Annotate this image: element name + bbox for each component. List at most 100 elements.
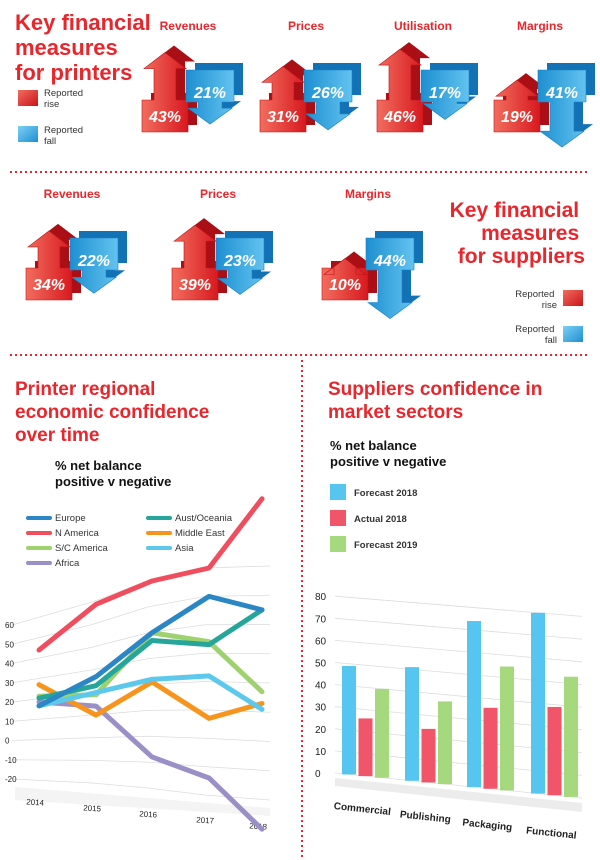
bar-chart-y-tick: 0 (315, 769, 321, 780)
bar-chart-y-tick: 80 (315, 592, 327, 603)
svg-text:Key financial measures: Key financial measures for suppliers (450, 199, 585, 268)
rise-arrow (493, 73, 549, 133)
bar-chart-y-tick: 70 (315, 614, 327, 625)
line-chart-subtitle-line-2: positive v negative (55, 474, 171, 489)
bar-legend-label: Forecast 2018 (354, 488, 417, 499)
rise-arrow (171, 218, 227, 301)
line-legend-label: N America (55, 528, 100, 539)
line-chart-y-tick: 40 (5, 660, 14, 669)
line-chart-y-tick: 60 (5, 621, 14, 630)
line-chart-y-tick: 20 (5, 698, 14, 707)
bar-chart-title-line-2: market sectors (328, 402, 463, 423)
rise-arrow (25, 223, 81, 301)
bar-functional-actual-2018 (547, 706, 562, 796)
measure-label: Revenues (160, 19, 217, 33)
printers-title-line-3: for printers (15, 60, 132, 85)
fall-arrow-face (69, 237, 119, 294)
measure-utilisation: Utilisation 46% 17% (376, 19, 478, 133)
bar-category-label: Functional (526, 825, 578, 841)
rise-value: 34% (33, 277, 65, 294)
measure-label: Prices (200, 187, 236, 201)
fall-value: 44% (373, 253, 406, 270)
rise-arrow (321, 251, 377, 301)
line-legend-item: Europe (26, 513, 86, 524)
bar-legend-label: Actual 2018 (354, 514, 407, 525)
fall-arrow (365, 231, 423, 319)
line-legend-item: S/C America (26, 543, 109, 554)
measure-label: Margins (517, 19, 563, 33)
line-legend-item: Aust/Oceania (146, 513, 233, 524)
printers-section: Key financial measures for printers Repo… (15, 10, 595, 148)
measure-revenues: Revenues 43% 21% (141, 19, 243, 133)
svg-text:% net balance positive v: % net balance positive v negative (55, 458, 171, 489)
line-chart-y-tick: 10 (5, 717, 14, 726)
bar-legend-item: Forecast 2019 (330, 536, 417, 552)
printers-legend-rise: Reported rise (44, 88, 86, 110)
rise-arrow-face (376, 48, 424, 133)
bar-chart-title-line-1: Suppliers confidence in (328, 379, 542, 400)
rise-value: 10% (329, 277, 361, 294)
line-legend-label: Asia (175, 543, 194, 554)
line-chart-x-tick: 2017 (196, 815, 215, 825)
fall-arrow (185, 63, 243, 125)
suppliers-section: Revenues34%22%Prices39%23%Margins10%44% … (25, 187, 585, 346)
fall-value: 26% (311, 85, 344, 102)
rise-arrow-face (141, 52, 189, 133)
printers-title-line-2: measures (15, 35, 118, 60)
measure-margins: Margins 19% 41% (493, 19, 595, 148)
rise-value: 31% (267, 109, 299, 126)
legend-fall-swatch (18, 126, 38, 142)
line-chart-gridline (11, 565, 271, 626)
line-chart-y-tick: 30 (5, 679, 14, 688)
line-chart-legend: Europe N America S/C America Africa Aust/Oce… (26, 513, 233, 569)
bar-publishing-actual-2018 (421, 728, 436, 783)
fall-value: 23% (223, 253, 256, 270)
line-chart-y-tick: 0 (5, 737, 10, 746)
line-legend-label: Africa (55, 558, 80, 569)
bar-packaging-forecast-2019 (500, 666, 514, 791)
bar-legend-item: Actual 2018 (330, 510, 407, 526)
measure-revenues: Revenues 34% 22% (25, 187, 127, 301)
svg-text:Key financial measures: Key financial measures for printers (15, 10, 157, 85)
svg-text:% net balance positive v: % net balance positive v negative (330, 438, 446, 469)
fall-arrow (420, 63, 478, 120)
measure-label: Utilisation (394, 19, 452, 33)
line-legend-label: S/C America (55, 543, 109, 554)
line-chart-x-tick: 2014 (26, 797, 45, 807)
bar-commercial-forecast-2018 (342, 665, 356, 775)
fall-arrow (537, 63, 595, 148)
printers-measures: Revenues 43% 21% Prices 31% 26% Utilisation 46%… (141, 19, 595, 148)
line-chart-subtitle-line-1: % net balance (55, 458, 142, 473)
rise-arrow-face (259, 65, 307, 133)
rise-arrow-face (171, 224, 219, 301)
line-chart-y-tick: -10 (5, 756, 17, 765)
printers-title-line-1: Key financial (15, 10, 151, 35)
bar-publishing-forecast-2018 (405, 667, 419, 781)
line-legend-label: Middle East (175, 528, 225, 539)
line-legend-item: Asia (146, 543, 194, 554)
bar-functional-forecast-2019 (564, 676, 578, 797)
line-chart-x-tick: 2015 (83, 803, 102, 813)
line-chart-title-line-3: over time (15, 425, 99, 446)
line-series-asia (36, 673, 265, 712)
measure-label: Revenues (44, 187, 101, 201)
line-legend-item: Africa (26, 558, 80, 569)
bar-chart-y-tick: 20 (315, 725, 327, 736)
fall-arrow-face (537, 69, 587, 148)
rise-arrow-face (25, 230, 73, 301)
rise-value: 39% (179, 277, 211, 294)
bar-category-label: Packaging (462, 817, 513, 833)
rise-value: 43% (148, 109, 181, 126)
rise-arrow (141, 45, 197, 133)
line-chart-gridline (11, 709, 271, 722)
line-series-n-america (36, 496, 265, 653)
bar-legend-swatch (330, 510, 346, 526)
fall-value: 17% (429, 85, 461, 102)
line-chart-title-line-2: economic confidence (15, 402, 209, 423)
bar-chart-subtitle-line-1: % net balance (330, 438, 417, 453)
bar-publishing-forecast-2019 (438, 701, 452, 785)
line-chart-title-line-1: Printer regional (15, 379, 155, 400)
line-series-aust-oceania (36, 607, 265, 701)
measure-prices: Prices 31% 26% (259, 19, 361, 133)
legend-rise-swatch (563, 290, 583, 306)
